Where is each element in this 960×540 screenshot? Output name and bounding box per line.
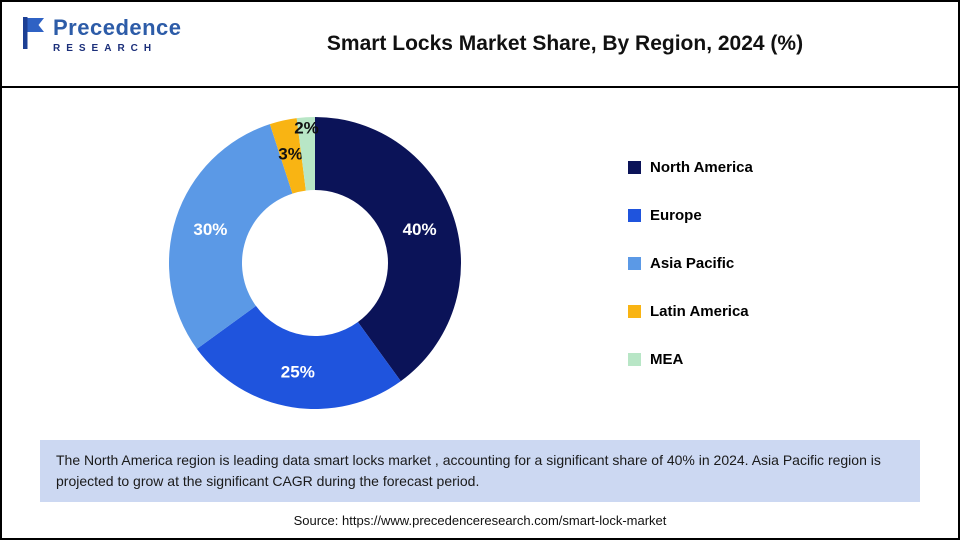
donut-chart: 40% 25% 30% 3% 2%: [168, 117, 462, 410]
donut-slice-latin-america: [269, 118, 306, 194]
header: Precedence RESEARCH Smart Locks Market S…: [2, 2, 958, 88]
insight-text: The North America region is leading data…: [56, 452, 881, 489]
insight-box: The North America region is leading data…: [40, 440, 920, 502]
source-line: Source: https://www.precedenceresearch.c…: [293, 513, 667, 528]
legend-swatch-mea: [628, 352, 641, 366]
precedence-flag-icon: [23, 17, 44, 49]
slice-label-north-america: 40%: [403, 220, 437, 239]
legend-item-asia-pacific: Asia Pacific: [628, 255, 928, 272]
brand-name: Precedence: [53, 15, 182, 40]
slice-label-europe: 25%: [281, 363, 315, 382]
legend-swatch-north-america: [628, 160, 641, 174]
legend-swatch-europe: [628, 208, 641, 222]
slice-label-mea: 2%: [294, 118, 319, 137]
slice-label-latin-america: 3%: [278, 145, 303, 164]
brand-logo-text: Precedence RESEARCH: [53, 15, 182, 55]
page-title: Smart Locks Market Share, By Region, 202…: [326, 32, 804, 55]
legend-item-latin-america: Latin America: [628, 303, 928, 320]
chart-legend: North America Europe Asia Pacific Latin Ame…: [628, 88, 958, 438]
legend-item-europe: Europe: [628, 207, 928, 224]
legend-label-latin-america: Latin America: [650, 302, 749, 320]
brand-logo: Precedence RESEARCH: [20, 15, 182, 55]
donut-slice-mea: [296, 117, 315, 191]
donut-slice-asia-pacific: [168, 124, 293, 349]
legend-label-mea: MEA: [650, 350, 684, 368]
legend-swatch-latin-america: [628, 304, 641, 318]
legend-label-europe: Europe: [650, 206, 702, 224]
donut-chart-container: 40% 25% 30% 3% 2%: [2, 88, 628, 438]
slice-label-asia-pacific: 30%: [193, 220, 227, 239]
chart-area: 40% 25% 30% 3% 2% North America Europe Asia Pa…: [2, 88, 958, 438]
brand-subtitle: RESEARCH: [53, 43, 158, 55]
donut-slice-north-america: [315, 117, 462, 382]
legend-item-north-america: North America: [628, 159, 928, 176]
legend-item-mea: MEA: [628, 351, 928, 368]
legend-swatch-asia-pacific: [628, 256, 641, 270]
title-wrap: Smart Locks Market Share, By Region, 202…: [172, 32, 958, 56]
legend-label-north-america: North America: [650, 158, 753, 176]
donut-slice-europe: [196, 305, 401, 410]
legend-label-asia-pacific: Asia Pacific: [650, 254, 735, 272]
